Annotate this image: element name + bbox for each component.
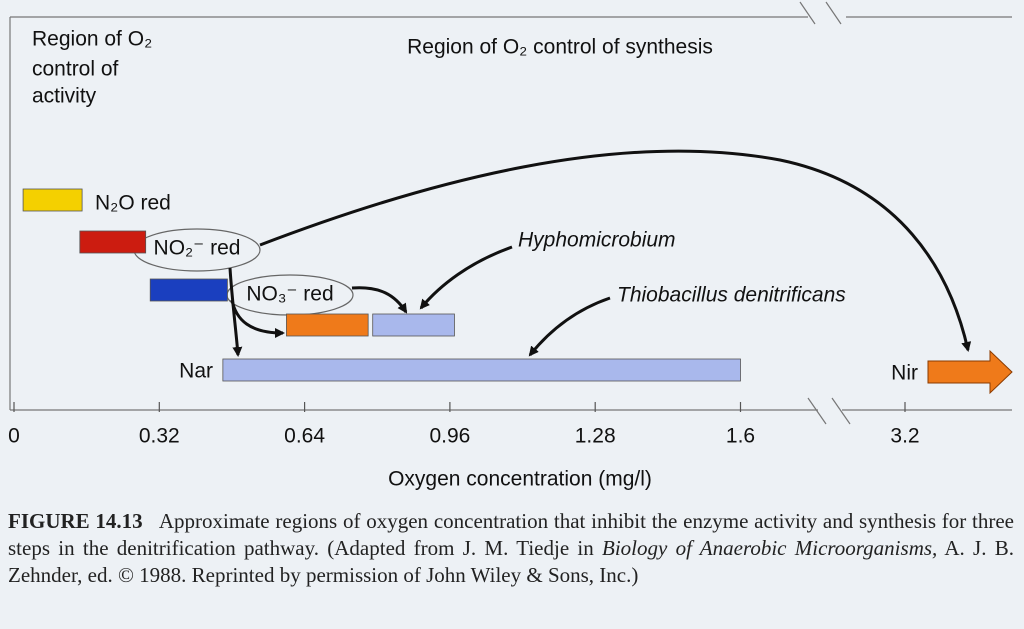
caption-text: Approximate regions of oxygen concentrat… [8, 509, 1014, 560]
range-bar [149, 278, 228, 302]
x-tick-label: 0 [8, 425, 20, 448]
frame [9, 1, 1012, 425]
title-line: activity [32, 85, 97, 108]
bar-label: Nar [179, 360, 213, 383]
range-bar [286, 313, 369, 337]
bar-label: NO₃⁻ red [246, 283, 333, 306]
range-bar [222, 358, 741, 382]
x-tick-label: 0.32 [139, 425, 180, 448]
title-line: control of [32, 58, 119, 81]
range-bar [79, 230, 147, 254]
x-tick-label: 1.6 [726, 425, 755, 448]
bar-label: N₂O red [95, 192, 171, 215]
bar-label: NO₂⁻ red [154, 237, 241, 260]
subtitle: Region of O₂ control of synthesis [407, 36, 713, 59]
annotation: Hyphomicrobium [518, 229, 676, 252]
caption-label: FIGURE 14.13 [8, 509, 143, 533]
caption: FIGURE 14.13 Approximate regions of oxyg… [8, 508, 1014, 589]
title-line: Region of O₂ [32, 28, 152, 51]
range-bar [22, 188, 83, 212]
x-tick-label: 0.64 [284, 425, 325, 448]
annotation: Thiobacillus denitrificans [617, 284, 846, 307]
x-tick-label: 0.96 [429, 425, 470, 448]
annotation: Nir [891, 362, 918, 385]
chart: Region of O₂ control of activity Region … [8, 1, 1013, 491]
x-tick-label: 1.28 [575, 425, 616, 448]
x-tick-label: 3.2 [890, 425, 919, 448]
nir-arrow [927, 349, 1013, 395]
caption-text: A. J. B. Zehnder, ed. © 1988. Reprinted … [8, 536, 1014, 587]
caption-text: Biology of Anaerobic Microorganisms, [602, 536, 938, 560]
range-bar [372, 313, 455, 337]
x-axis-label: Oxygen concentration (mg/l) [388, 468, 652, 491]
arrows [228, 149, 972, 357]
